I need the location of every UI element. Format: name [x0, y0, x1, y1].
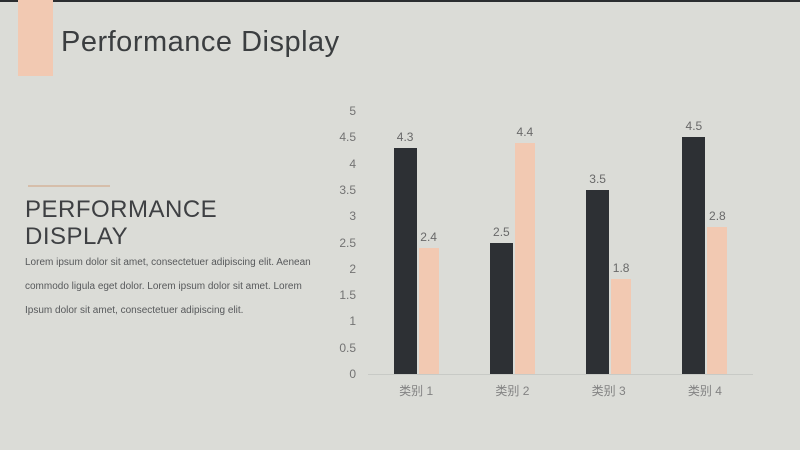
section-heading: PERFORMANCE DISPLAY [25, 196, 218, 250]
y-tick-label: 2 [349, 261, 356, 276]
y-tick-label: 1.5 [339, 288, 356, 303]
y-tick-label: 0 [349, 367, 356, 381]
y-tick-label: 0.5 [339, 340, 356, 355]
bar-value-label: 4.5 [685, 119, 703, 134]
bar-series-1-dark-cat4: 4.5 [682, 119, 706, 374]
y-tick-label: 4 [349, 156, 356, 171]
y-tick-label: 1 [349, 314, 356, 329]
section-body-line: commodo ligula eget dolor. Lorem ipsum d… [25, 281, 302, 292]
section-body-line: Ipsum dolor sit amet, consectetuer adipi… [25, 305, 244, 316]
category-group: 3.5 1.8 [561, 111, 657, 374]
bar-value-label: 1.8 [612, 261, 630, 276]
y-tick-label: 5 [349, 104, 356, 118]
bar [489, 242, 513, 374]
bar-value-label: 2.5 [493, 224, 510, 239]
bar-value-label: 2.4 [420, 229, 437, 244]
x-axis-line [368, 374, 753, 375]
bar-series-2-peach-cat1: 2.4 [418, 230, 439, 374]
accent-bar [18, 0, 53, 76]
section-body-line: Lorem ipsum dolor sit amet, consectetuer… [25, 257, 311, 268]
bar-chart: 0 0.5 1 1.5 2 2.5 3 3.5 4 4.5 5 4.3 2.4 2.5 4.4 3.5 1.8… [330, 95, 800, 420]
category-axis: 类别 1 类别 2 类别 3 类别 4 [368, 382, 753, 399]
bar-value-label: 3.5 [589, 171, 606, 186]
bar-series-1-dark-cat2: 2.5 [489, 225, 513, 374]
bar [393, 147, 417, 374]
bar [514, 142, 535, 374]
category-group: 2.5 4.4 [464, 111, 560, 374]
bar-value-label: 2.8 [709, 208, 726, 223]
bar [611, 279, 632, 374]
bar [682, 137, 706, 374]
bar-value-label: 4.3 [396, 129, 414, 144]
bar-series-2-peach-cat2: 4.4 [514, 125, 535, 374]
bar-value-label: 4.4 [516, 124, 534, 139]
bar [707, 226, 728, 374]
y-axis: 0 0.5 1 1.5 2 2.5 3 3.5 4 4.5 5 [330, 104, 356, 381]
window-top-edge [0, 0, 800, 2]
bar-series-1-dark-cat3: 3.5 [586, 172, 610, 374]
category-group: 4.5 2.8 [657, 111, 753, 374]
y-tick-label: 4.5 [339, 130, 356, 145]
bar [586, 189, 610, 374]
category-label: 类别 2 [495, 384, 530, 398]
bar [418, 247, 439, 374]
category-label: 类别 3 [591, 384, 626, 398]
y-tick-label: 3.5 [339, 182, 356, 197]
category-label: 类别 4 [687, 384, 722, 398]
bar-series-2-peach-cat4: 2.8 [707, 209, 728, 374]
plot-area: 4.3 2.4 2.5 4.4 3.5 1.8 4.5 2.8 [368, 111, 753, 374]
section-divider [28, 185, 110, 187]
y-tick-label: 3 [349, 209, 356, 224]
section-body: Lorem ipsum dolor sit amet, consectetuer… [25, 251, 311, 323]
category-group: 4.3 2.4 [368, 111, 464, 374]
bar-series-2-peach-cat3: 1.8 [611, 261, 632, 374]
y-tick-label: 2.5 [339, 235, 356, 250]
bar-series-1-dark-cat1: 4.3 [393, 130, 417, 374]
category-label: 类别 1 [399, 384, 434, 398]
slide-title: Performance Display [61, 26, 340, 58]
